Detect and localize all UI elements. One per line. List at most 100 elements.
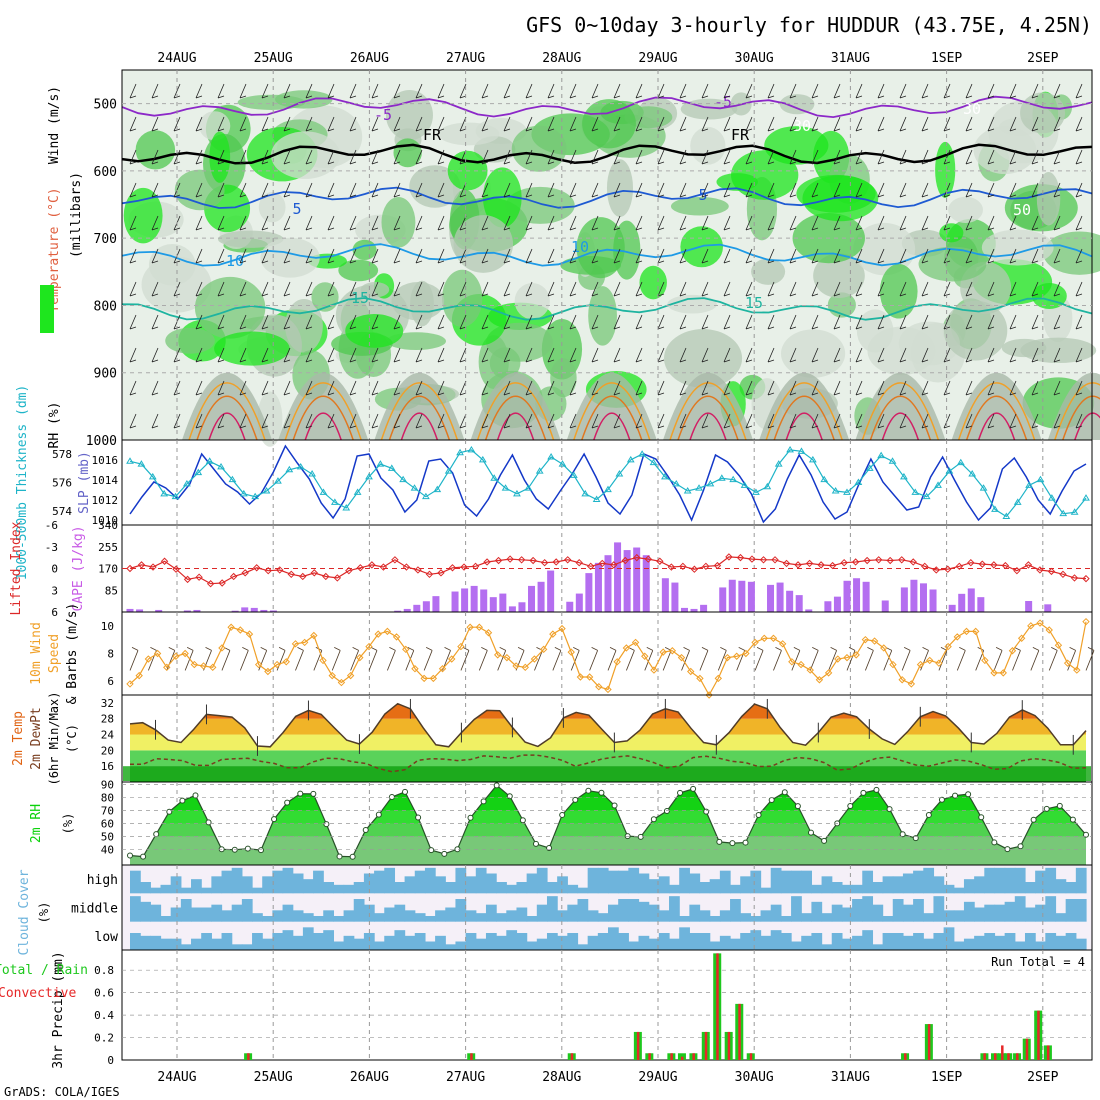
- wind-barb: [1009, 83, 1017, 99]
- upper-air-tick: 800: [94, 299, 117, 314]
- li-marker: [425, 570, 434, 579]
- cape-bar: [919, 583, 927, 612]
- cloud-bar: [1014, 941, 1026, 950]
- wind-barb: [591, 380, 599, 396]
- wind-barb-10m: [166, 647, 176, 671]
- thickness-marker: [615, 470, 624, 477]
- wind-barb: [789, 248, 797, 264]
- wind-barb: [481, 413, 489, 429]
- li-label: Lifted Index: [9, 521, 24, 615]
- li-marker: [206, 580, 215, 588]
- wind-barb-10m: [1012, 647, 1021, 671]
- wind-barb: [855, 314, 863, 330]
- top-day-label: 31AUG: [831, 51, 870, 66]
- thickness-marker: [1025, 481, 1033, 488]
- wind10m-marker: [181, 649, 189, 658]
- li-marker: [610, 561, 618, 569]
- cloud-bar: [892, 876, 904, 894]
- cloud-bar: [516, 933, 528, 950]
- thickness-marker: [945, 467, 954, 474]
- cloud-bar: [485, 933, 497, 950]
- wind-barb: [547, 380, 555, 396]
- wind-barb: [965, 83, 973, 99]
- isotherm-20: [284, 382, 362, 441]
- wind-barb-10m: [258, 647, 268, 671]
- wind-barb: [569, 281, 577, 297]
- wind-barb: [1053, 380, 1061, 396]
- wind10m-marker: [852, 651, 860, 659]
- thickness-label: 1000-500mb Thickness (dm): [15, 385, 30, 581]
- upper-air-tick: 900: [94, 367, 117, 382]
- thickness-marker: [683, 487, 692, 494]
- thickness-marker: [900, 472, 908, 480]
- wind-barb: [855, 380, 863, 396]
- wind10m-marker: [650, 666, 658, 674]
- wind-barb: [129, 83, 137, 99]
- wind-barb: [261, 380, 269, 396]
- wind-barb: [261, 281, 269, 297]
- thickness-marker: [319, 488, 328, 495]
- wind-barb-10m: [295, 647, 304, 671]
- cloud-bar: [760, 935, 772, 950]
- cape-bar: [594, 562, 602, 612]
- cloud-bar: [485, 904, 497, 922]
- rh2m-marker: [362, 826, 369, 833]
- cloud-bar: [831, 882, 843, 894]
- rh-region: [624, 106, 673, 129]
- wind-barb: [1009, 380, 1017, 396]
- rh2m-marker: [729, 840, 736, 847]
- wind10m-marker: [668, 647, 677, 655]
- surface-layer: [374, 372, 465, 440]
- wind-barb: [679, 314, 687, 330]
- slp-label: SLP (mb): [77, 451, 92, 514]
- wind10m-marker: [429, 674, 438, 683]
- rh2m-marker: [716, 838, 723, 845]
- rh-region: [751, 258, 786, 285]
- wind10m-label-1: 10m Wind: [29, 622, 44, 685]
- rh-region: [939, 223, 964, 243]
- rh2m-marker: [965, 791, 972, 798]
- rh-region: [670, 196, 729, 216]
- wind-barb-10m: [552, 647, 562, 671]
- li-marker: [391, 556, 399, 564]
- cloud-bar: [933, 876, 945, 894]
- thickness-marker: [501, 484, 510, 491]
- wind10m-marker: [604, 685, 612, 694]
- cloud-bar: [282, 930, 294, 950]
- rh2m-marker: [598, 789, 605, 796]
- wind-barb: [811, 149, 819, 165]
- cape-bar: [241, 607, 249, 612]
- thickness-tick: 576: [52, 477, 72, 490]
- isotherm-30: [1074, 412, 1100, 441]
- cloud-bar: [1055, 879, 1067, 894]
- ylabel-rh: RH (%): [47, 402, 62, 449]
- thickness-marker: [786, 445, 794, 453]
- wind10m-marker: [641, 652, 649, 660]
- temp2m-label: 2m Temp: [11, 711, 26, 766]
- wind10m-marker: [1027, 622, 1035, 630]
- cloud-bar: [546, 933, 558, 950]
- cape-bar: [623, 550, 631, 612]
- wind-barb: [261, 248, 269, 264]
- li-marker: [575, 558, 583, 567]
- cloud-bar: [994, 935, 1006, 950]
- cloud-bar: [618, 899, 629, 922]
- contour-label: -5: [714, 93, 732, 111]
- cloud-bar: [1045, 867, 1057, 894]
- rh2m-marker: [952, 792, 959, 799]
- precip-conv-bar: [247, 1053, 250, 1060]
- wind10m-marker: [687, 667, 695, 676]
- wind10m-marker: [466, 623, 474, 631]
- cape-bar: [537, 581, 545, 612]
- precip-tick: 0: [107, 1054, 114, 1067]
- cape-bar: [680, 607, 688, 612]
- wind-barb: [459, 248, 467, 264]
- cloud-bar: [506, 930, 518, 950]
- li-marker: [1036, 566, 1044, 574]
- wind-barb: [129, 149, 137, 165]
- precip-conv-legend: Convective: [0, 986, 76, 1001]
- cloud-bar: [404, 935, 416, 950]
- thickness-marker: [444, 467, 453, 474]
- wind-barb: [1075, 248, 1083, 264]
- isotherm-line: [121, 297, 1093, 321]
